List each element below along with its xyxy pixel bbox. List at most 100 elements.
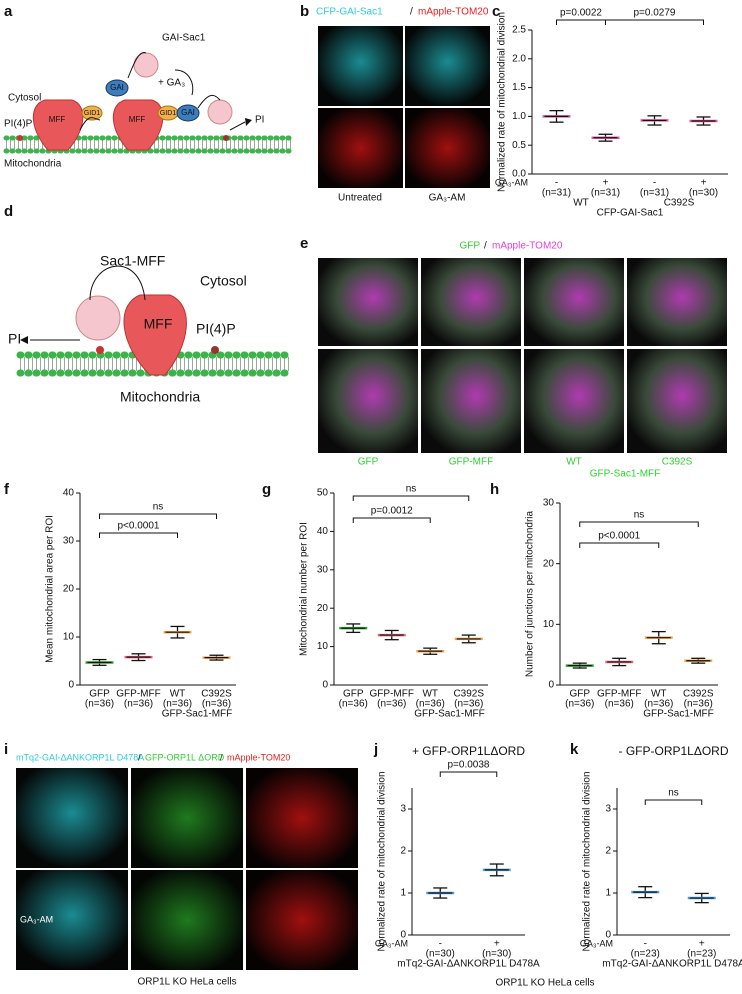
- y-tick-label: 10: [543, 619, 555, 630]
- bracket: [99, 513, 217, 519]
- n-label: (n=36): [565, 699, 594, 710]
- row-label: GA₃-AM: [375, 938, 408, 948]
- y-tick-label: 30: [317, 564, 329, 575]
- panel-letter: g: [262, 481, 271, 498]
- chart-title: + GFP-ORP1LΔORD: [412, 744, 525, 758]
- micrographs-b: CFP-GAI-Sac1 / mApple-TOM20 Untreated GA…: [316, 7, 490, 204]
- x-tick-label: WT: [170, 689, 186, 700]
- label: + GA₃: [158, 78, 185, 89]
- n-label: (n=36): [339, 699, 368, 710]
- y-tick-label: 20: [63, 584, 75, 595]
- group-label: WT: [573, 198, 589, 209]
- y-tick-label: 1: [400, 888, 406, 899]
- label: PI(4)P: [196, 321, 236, 337]
- y-tick-label: 1.0: [512, 111, 526, 122]
- y-tick-label: 3: [400, 804, 406, 815]
- n-label: (n=36): [684, 699, 713, 710]
- label: GAI: [110, 83, 124, 92]
- panel-letter: e: [300, 235, 308, 252]
- label: Mitochondria: [120, 389, 200, 405]
- x-tick-label: +: [701, 178, 707, 189]
- group-label: C392S: [664, 198, 695, 209]
- diagram-d: Sac1-MFF Cytosol PI MFF PI(4)P Mitochond…: [8, 253, 294, 405]
- label: GAI-Sac1: [162, 33, 206, 44]
- comparison-label: p<0.0001: [598, 531, 640, 542]
- x-tick-label: GFP: [569, 689, 590, 700]
- comparison-label: p<0.0001: [118, 521, 160, 532]
- bracket: [605, 19, 704, 25]
- y-axis-label: Normalized rate of mitochondrial divisio…: [497, 12, 508, 192]
- x-tick-label: +: [494, 939, 500, 950]
- bracket: [644, 799, 703, 805]
- y-tick-label: 2: [605, 846, 611, 857]
- n-label: (n=36): [202, 699, 231, 710]
- y-axis-label: Mean mitochondrial area per ROI: [45, 515, 56, 663]
- n-label: (n=31): [542, 188, 571, 199]
- y-tick-label: 40: [63, 488, 75, 499]
- panel-letter: j: [373, 741, 378, 758]
- row-label: GA₃-AM: [495, 177, 528, 187]
- x-tick-label: GFP-MFF: [370, 689, 414, 700]
- x-tick-label: GFP-MFF: [597, 689, 641, 700]
- x-tick-label: C392S: [683, 689, 714, 700]
- panel-letter: k: [570, 741, 579, 758]
- y-tick-label: 0.0: [512, 169, 526, 180]
- comparison-label: p=0.0012: [371, 506, 413, 517]
- n-label: (n=36): [454, 699, 483, 710]
- label: mApple-TOM20: [492, 241, 563, 252]
- label: /: [138, 752, 141, 762]
- x-tick-label: C392S: [201, 689, 232, 700]
- bracket: [439, 771, 498, 777]
- y-tick-label: 2.5: [512, 25, 526, 36]
- n-label: (n=36): [377, 699, 406, 710]
- bracket: [99, 532, 178, 538]
- y-tick-label: 10: [317, 641, 329, 652]
- label: GFP-Sac1-MFF: [590, 469, 661, 480]
- comparison-label: p=0.0022: [560, 8, 602, 19]
- y-tick-label: 10: [63, 632, 75, 643]
- y-tick-label: 0: [322, 680, 328, 691]
- subtitle: mTq2-GAI-ΔANKORP1L D478A: [602, 959, 742, 970]
- n-label: (n=36): [605, 699, 634, 710]
- y-tick-label: 3: [605, 804, 611, 815]
- comparison-label: ns: [153, 502, 164, 513]
- y-tick-label: 0.5: [512, 140, 526, 151]
- x-tick-label: GFP: [343, 689, 364, 700]
- comparison-label: ns: [406, 484, 417, 495]
- x-tick-label: +: [699, 939, 705, 950]
- label: GID1: [160, 110, 176, 117]
- n-label: (n=36): [416, 699, 445, 710]
- label: GFP-MFF: [449, 457, 493, 468]
- y-tick-label: 50: [317, 488, 329, 499]
- label: PI: [8, 331, 21, 347]
- y-axis-label: Normalized rate of mitochondrial divisio…: [377, 771, 388, 951]
- panel-letter: c: [492, 3, 500, 20]
- label: GA₃-AM: [429, 193, 466, 204]
- x-tick-label: GFP-MFF: [116, 689, 160, 700]
- group-label: GFP-Sac1-MFF: [162, 709, 233, 720]
- comparison-label: p=0.0038: [448, 760, 490, 771]
- x-tick-label: WT: [651, 689, 667, 700]
- label: PI: [255, 115, 264, 126]
- bracket: [579, 542, 660, 548]
- bracket: [352, 495, 470, 501]
- panel-letter: i: [4, 741, 8, 758]
- n-label: (n=31): [591, 188, 620, 199]
- label: GA₃-AM: [20, 914, 53, 924]
- panel-letter: h: [490, 481, 499, 498]
- n-label: (n=30): [482, 949, 511, 960]
- x-tick-label: +: [603, 178, 609, 189]
- x-tick-label: -: [653, 178, 656, 189]
- y-tick-label: 40: [317, 526, 329, 537]
- comparison-label: p=0.0279: [634, 8, 676, 19]
- y-axis-label: Number of junctions per mitochondria: [525, 510, 536, 677]
- label: MFF: [49, 115, 66, 124]
- y-tick-label: 30: [63, 536, 75, 547]
- bracket: [579, 521, 699, 527]
- comparison-label: ns: [668, 788, 679, 799]
- n-label: (n=36): [163, 699, 192, 710]
- panel-letter: d: [4, 203, 13, 220]
- label: GFP: [459, 241, 480, 252]
- label: Cytosol: [200, 273, 247, 289]
- diagram-a: GAI-Sac1 GAI GAI + GA₃ Cytosol PI(4)P MF…: [3, 33, 297, 170]
